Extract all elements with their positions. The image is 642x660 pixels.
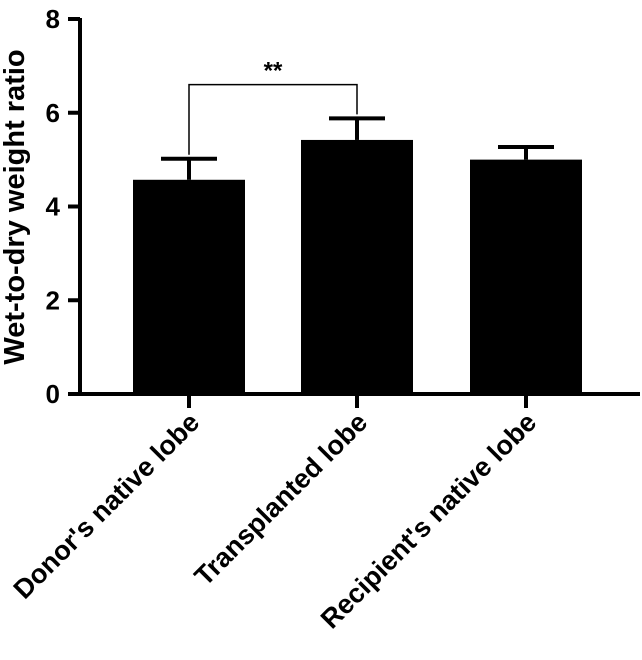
y-tick-label: 0: [46, 379, 60, 409]
x-category-label: Donor's native lobe: [8, 407, 206, 605]
y-tick-label: 8: [46, 4, 60, 34]
x-category-label: Transplanted lobe: [189, 407, 374, 592]
bar: [301, 139, 413, 394]
significance-label: **: [264, 58, 283, 85]
y-tick-label: 6: [46, 98, 60, 128]
y-tick-label: 4: [46, 192, 61, 222]
y-tick-label: 2: [46, 285, 60, 315]
bar: [470, 159, 582, 394]
significance-bracket-line: [188, 83, 358, 155]
bars: [133, 139, 582, 394]
significance-bracket: **: [188, 58, 358, 155]
y-axis: 0 2 4 6 8: [46, 4, 82, 409]
bar: [133, 179, 245, 394]
error-bars: [161, 116, 554, 180]
y-axis-title: Wet-to-dry weight ratio: [0, 49, 31, 364]
